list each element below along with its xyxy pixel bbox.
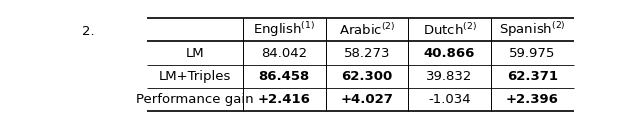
Text: Performance gain: Performance gain: [136, 93, 254, 106]
Text: 62.300: 62.300: [341, 70, 392, 83]
Text: 40.866: 40.866: [424, 46, 476, 60]
Text: +4.027: +4.027: [340, 93, 394, 106]
Text: -1.034: -1.034: [428, 93, 471, 106]
Text: +2.416: +2.416: [258, 93, 311, 106]
Text: 62.371: 62.371: [507, 70, 557, 83]
Text: 59.975: 59.975: [509, 46, 556, 60]
Text: LM: LM: [186, 46, 204, 60]
Text: 39.832: 39.832: [426, 70, 473, 83]
Text: English$^{(1)}$: English$^{(1)}$: [253, 20, 316, 39]
Text: 2.: 2.: [83, 25, 95, 38]
Text: LM+Triples: LM+Triples: [159, 70, 231, 83]
Text: 84.042: 84.042: [261, 46, 307, 60]
Text: 86.458: 86.458: [259, 70, 310, 83]
Text: Arabic$^{(2)}$: Arabic$^{(2)}$: [339, 22, 395, 38]
Text: Dutch$^{(2)}$: Dutch$^{(2)}$: [422, 22, 477, 38]
Text: 58.273: 58.273: [344, 46, 390, 60]
Text: +2.396: +2.396: [506, 93, 559, 106]
Text: Spanish$^{(2)}$: Spanish$^{(2)}$: [499, 20, 566, 39]
